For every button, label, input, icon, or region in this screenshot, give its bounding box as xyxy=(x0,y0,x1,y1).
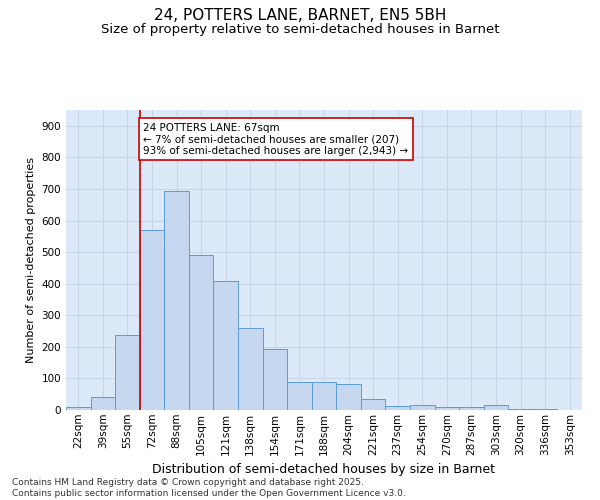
Bar xyxy=(336,384,361,410)
Bar xyxy=(312,382,336,410)
Bar xyxy=(263,349,287,410)
Y-axis label: Number of semi-detached properties: Number of semi-detached properties xyxy=(26,157,36,363)
Bar xyxy=(189,256,214,410)
Bar xyxy=(214,280,238,410)
Bar xyxy=(164,191,189,410)
Bar xyxy=(434,406,459,410)
Bar xyxy=(91,398,115,410)
Bar xyxy=(361,398,385,410)
Text: 24 POTTERS LANE: 67sqm
← 7% of semi-detached houses are smaller (207)
93% of sem: 24 POTTERS LANE: 67sqm ← 7% of semi-deta… xyxy=(143,122,409,156)
Bar xyxy=(484,406,508,410)
X-axis label: Distribution of semi-detached houses by size in Barnet: Distribution of semi-detached houses by … xyxy=(152,463,496,476)
Bar xyxy=(410,404,434,410)
Text: 24, POTTERS LANE, BARNET, EN5 5BH: 24, POTTERS LANE, BARNET, EN5 5BH xyxy=(154,8,446,22)
Bar xyxy=(385,406,410,410)
Text: Size of property relative to semi-detached houses in Barnet: Size of property relative to semi-detach… xyxy=(101,22,499,36)
Bar xyxy=(459,407,484,410)
Bar xyxy=(140,230,164,410)
Bar xyxy=(238,328,263,410)
Bar xyxy=(287,382,312,410)
Text: Contains HM Land Registry data © Crown copyright and database right 2025.
Contai: Contains HM Land Registry data © Crown c… xyxy=(12,478,406,498)
Bar xyxy=(66,408,91,410)
Bar xyxy=(115,335,140,410)
